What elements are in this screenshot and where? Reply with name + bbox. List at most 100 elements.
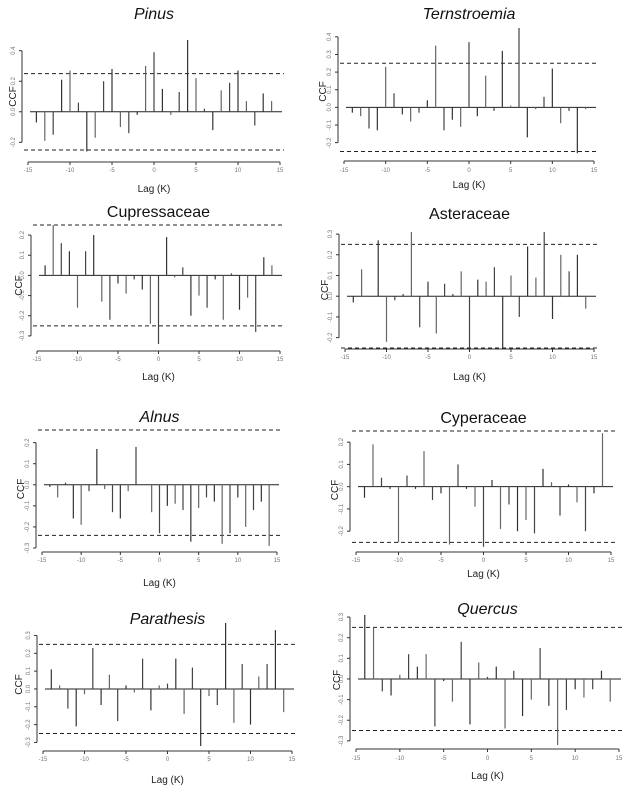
x-tick-label: 15 (591, 355, 598, 361)
x-tick-label: 15 (277, 168, 284, 174)
y-tick-label: 0.2 (11, 76, 17, 85)
y-tick-label: -0.1 (339, 694, 345, 705)
ccf-chart: Parathesis -0.3 -0.2 -0.1 0.0 0.1 0.2 0.3 CCF -15… (14, 611, 296, 786)
y-tick-label: -0.2 (339, 714, 345, 725)
x-tick-label: -10 (80, 757, 89, 763)
y-axis-label: CCF (330, 480, 341, 501)
y-tick-label: -0.2 (339, 525, 345, 536)
y-tick-label: -0.3 (26, 737, 32, 748)
x-tick-label: 5 (207, 757, 211, 763)
x-tick-label: 15 (289, 757, 296, 763)
x-tick-label: 0 (486, 756, 490, 762)
y-tick-label: 0.2 (26, 648, 32, 657)
y-tick-label: -0.1 (25, 500, 31, 511)
y-axis-label: CCF (318, 81, 329, 102)
y-axis-label: CCF (14, 674, 25, 695)
y-axis-label: CCF (8, 86, 19, 107)
x-tick-label: -15 (340, 168, 349, 174)
y-tick-label: 0.2 (25, 438, 31, 447)
y-tick-label: 0.3 (339, 612, 345, 621)
x-tick-label: 0 (166, 757, 170, 763)
y-axis-label: CCF (320, 280, 331, 301)
ccf-panel-asteraceae: Asteraceae -0.2 -0.1 0.0 0.1 0.2 0.3 CCF -15 -10 -… (314, 200, 628, 405)
x-tick-label: 15 (274, 558, 281, 564)
x-tick-label: 0 (157, 357, 161, 363)
y-tick-label: 0.1 (20, 250, 26, 259)
y-tick-label: -0.2 (26, 719, 32, 730)
chart-title: Pinus (134, 6, 174, 23)
x-tick-label: 0 (158, 558, 162, 564)
y-tick-label: -0.2 (11, 136, 17, 147)
y-tick-label: 0.1 (339, 654, 345, 663)
y-tick-label: 0.0 (339, 674, 345, 683)
y-tick-label: -0.1 (339, 503, 345, 514)
y-tick-label: -0.3 (25, 542, 31, 553)
y-tick-label: -0.2 (327, 137, 333, 148)
x-tick-label: -15 (33, 357, 42, 363)
x-tick-label: 5 (194, 168, 198, 174)
y-tick-label: 0.1 (327, 85, 333, 94)
y-tick-label: 0.0 (11, 107, 17, 116)
x-tick-label: -5 (441, 756, 447, 762)
x-tick-label: -5 (438, 558, 444, 564)
x-axis-label: Lag (K) (138, 184, 171, 195)
ccf-chart: Asteraceae -0.2 -0.1 0.0 0.1 0.2 0.3 CCF -15 -10 -… (320, 206, 598, 383)
ccf-chart: Pinus -0.2 0.0 0.2 0.4 CCF -15 -10 -5 0 5 10 15 Lag (… (8, 6, 284, 195)
ccf-panel-alnus: Alnus -0.3 -0.2 -0.1 0.0 0.1 0.2 CCF -15 -10 -5 0 5 1… (0, 409, 314, 600)
ccf-chart: Ternstroemia -0.2 -0.1 0.0 0.1 0.2 0.3 0.4 CCF -1… (318, 6, 598, 191)
y-tick-label: -0.1 (20, 290, 26, 301)
x-tick-label: 5 (530, 756, 534, 762)
x-tick-label: -15 (352, 558, 361, 564)
chart-title: Cupressaceae (107, 204, 210, 221)
y-tick-label: 0.2 (20, 230, 26, 239)
x-axis-label: Lag (K) (142, 372, 175, 383)
y-tick-label: 0.2 (339, 633, 345, 642)
x-axis-label: Lag (K) (151, 775, 184, 786)
x-tick-label: 0 (467, 168, 471, 174)
y-tick-label: 0.0 (327, 103, 333, 112)
y-tick-label: -0.1 (26, 701, 32, 712)
x-tick-label: -5 (115, 357, 121, 363)
x-tick-label: 5 (197, 558, 201, 564)
x-axis-label: Lag (K) (453, 180, 486, 191)
x-tick-label: 10 (235, 168, 242, 174)
x-tick-label: -5 (425, 168, 431, 174)
y-axis-label: CCF (332, 670, 343, 691)
x-axis-label: Lag (K) (453, 372, 486, 383)
chart-title: Alnus (138, 410, 179, 426)
y-tick-label: -0.2 (328, 332, 334, 343)
y-tick-label: -0.3 (339, 735, 345, 746)
y-axis-label: CCF (16, 479, 27, 500)
x-tick-label: 5 (509, 355, 513, 361)
y-tick-label: 0.0 (339, 482, 345, 491)
x-tick-label: -10 (73, 357, 82, 363)
x-tick-label: 10 (247, 757, 254, 763)
y-tick-label: -0.1 (327, 119, 333, 130)
x-tick-label: 10 (572, 756, 579, 762)
y-tick-label: 0.4 (11, 46, 17, 55)
x-tick-label: -15 (38, 558, 47, 564)
chart-title: Parathesis (130, 611, 206, 628)
x-tick-label: 5 (524, 558, 528, 564)
y-tick-label: -0.1 (328, 311, 334, 322)
chart-title: Cyperaceae (440, 410, 526, 427)
ccf-chart: Alnus -0.3 -0.2 -0.1 0.0 0.1 0.2 CCF -15 -10 -5 0 5 1… (16, 409, 281, 589)
chart-title: Ternstroemia (423, 6, 516, 23)
x-axis-label: Lag (K) (471, 771, 504, 782)
x-tick-label: 15 (608, 558, 615, 564)
y-tick-label: 0.3 (328, 229, 334, 238)
ccf-chart: Cupressaceae -0.3 -0.2 -0.1 0.0 0.1 0.2 CCF -15 -… (14, 204, 284, 383)
x-tick-label: 15 (616, 756, 623, 762)
y-tick-label: 0.1 (328, 271, 334, 280)
chart-title: Asteraceae (429, 206, 510, 223)
y-axis-label: CCF (14, 275, 25, 296)
y-tick-label: 0.0 (20, 271, 26, 280)
x-tick-label: -10 (381, 168, 390, 174)
y-tick-label: 0.1 (26, 666, 32, 675)
y-tick-label: 0.0 (328, 291, 334, 300)
x-tick-label: 5 (197, 357, 201, 363)
x-axis-label: Lag (K) (467, 569, 500, 580)
x-axis-label: Lag (K) (143, 578, 176, 589)
y-tick-label: 0.2 (339, 437, 345, 446)
x-tick-label: -5 (425, 355, 431, 361)
